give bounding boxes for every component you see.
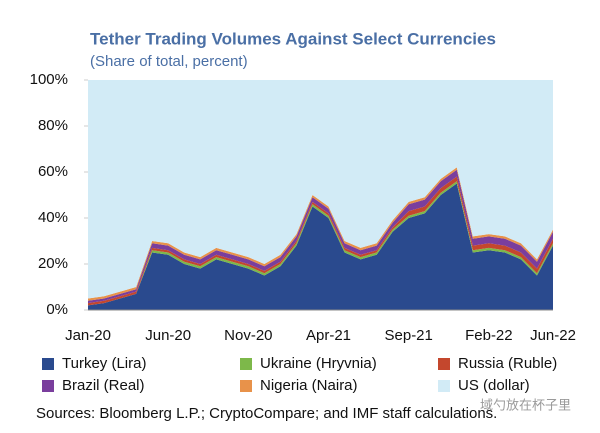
y-tick-label: 20% bbox=[38, 255, 68, 272]
x-tick-label: Jun-20 bbox=[145, 327, 191, 344]
area bbox=[88, 169, 553, 304]
legend-label: Turkey (Lira) bbox=[62, 355, 146, 372]
legend-swatch bbox=[240, 380, 252, 392]
legend-swatch bbox=[240, 358, 252, 370]
x-tick-label: Apr-21 bbox=[306, 327, 351, 344]
chart-title: Tether Trading Volumes Against Select Cu… bbox=[90, 29, 496, 48]
legend-label: Ukraine (Hryvnia) bbox=[260, 355, 377, 372]
source-note: Sources: Bloomberg L.P.; CryptoCompare; … bbox=[36, 405, 497, 422]
legend-label: Brazil (Real) bbox=[62, 377, 145, 394]
area bbox=[88, 80, 553, 299]
legend-swatch bbox=[42, 358, 54, 370]
area bbox=[88, 176, 553, 306]
watermark: 域勺放在杯子里 bbox=[480, 397, 571, 412]
y-tick-label: 0% bbox=[46, 301, 68, 318]
x-tick-label: Nov-20 bbox=[224, 327, 272, 344]
legend-swatch bbox=[438, 358, 450, 370]
x-tick-label: Sep-21 bbox=[385, 327, 433, 344]
x-tick-label: Feb-22 bbox=[465, 327, 513, 344]
y-tick-label: 100% bbox=[30, 71, 68, 88]
legend-swatch bbox=[438, 380, 450, 392]
chart-subtitle: (Share of total, percent) bbox=[90, 53, 248, 70]
y-tick-label: 60% bbox=[38, 163, 68, 180]
y-tick-label: 80% bbox=[38, 117, 68, 134]
area bbox=[88, 183, 553, 310]
legend-label: Russia (Ruble) bbox=[458, 355, 557, 372]
legend-label: US (dollar) bbox=[458, 377, 530, 394]
legend-label: Nigeria (Naira) bbox=[260, 377, 358, 394]
x-tick-label: Jan-20 bbox=[65, 327, 111, 344]
x-tick-label: Jun-22 bbox=[530, 327, 576, 344]
y-tick-label: 40% bbox=[38, 209, 68, 226]
legend-swatch bbox=[42, 380, 54, 392]
